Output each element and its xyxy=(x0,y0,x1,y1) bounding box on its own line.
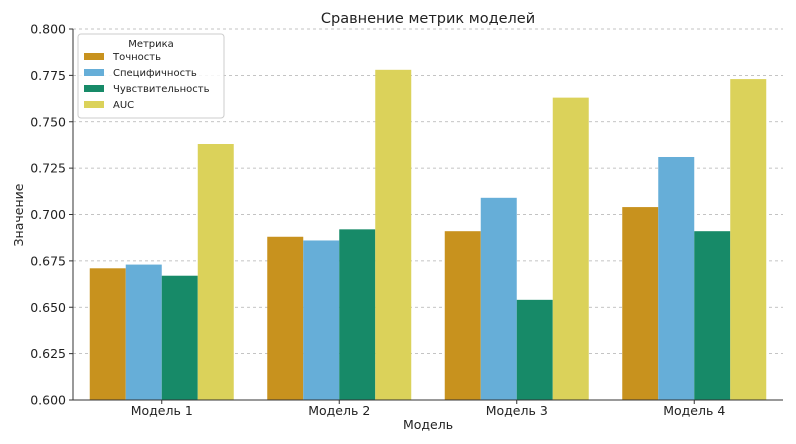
bar xyxy=(694,231,731,400)
x-tick-label: Модель 3 xyxy=(486,403,548,418)
bar xyxy=(267,236,304,400)
legend-entry: Точность xyxy=(112,52,161,63)
legend-swatch xyxy=(84,69,104,76)
y-tick-label: 0.775 xyxy=(30,68,66,83)
y-tick-label: 0.700 xyxy=(30,207,66,222)
legend-entry: Чувствительность xyxy=(113,84,210,95)
y-tick-label: 0.600 xyxy=(30,393,66,408)
legend: Метрика Точность Специфичность Чувствитель… xyxy=(77,33,225,119)
legend-entry: Специфичность xyxy=(113,68,197,79)
bar xyxy=(444,231,481,400)
bar xyxy=(89,268,126,400)
chart-title: Сравнение метрик моделей xyxy=(321,11,535,27)
legend-swatch xyxy=(84,53,104,60)
bar xyxy=(375,69,412,400)
bar xyxy=(552,97,589,400)
bar xyxy=(730,79,767,401)
bars xyxy=(89,69,767,401)
y-tick-label: 0.675 xyxy=(30,253,66,268)
legend-title: Метрика xyxy=(128,39,174,50)
legend-entry: AUC xyxy=(113,100,134,111)
bar xyxy=(303,240,340,400)
y-tick-label: 0.800 xyxy=(30,22,66,37)
bar xyxy=(516,299,553,400)
y-tick-label: 0.725 xyxy=(30,161,66,176)
x-tick-label: Модель 4 xyxy=(663,403,725,418)
bar xyxy=(339,229,376,400)
y-tick-label: 0.625 xyxy=(30,346,66,361)
legend-swatch xyxy=(84,101,104,108)
bar xyxy=(622,207,659,400)
bar xyxy=(197,144,234,400)
legend-box xyxy=(77,33,225,119)
x-tick-label: Модель 1 xyxy=(131,403,193,418)
legend-swatch xyxy=(84,85,104,92)
x-axis-title: Модель xyxy=(403,417,453,432)
axes: 0.600 0.625 0.650 0.675 0.700 0.725 0.750 0.775… xyxy=(30,22,783,418)
y-tick-label: 0.750 xyxy=(30,114,66,129)
x-tick-label: Модель 2 xyxy=(308,403,370,418)
y-axis-title: Значение xyxy=(11,183,26,246)
bar xyxy=(480,197,517,400)
bar xyxy=(125,264,162,400)
bar xyxy=(161,275,198,400)
bar xyxy=(658,156,695,400)
y-tick-label: 0.650 xyxy=(30,300,66,315)
